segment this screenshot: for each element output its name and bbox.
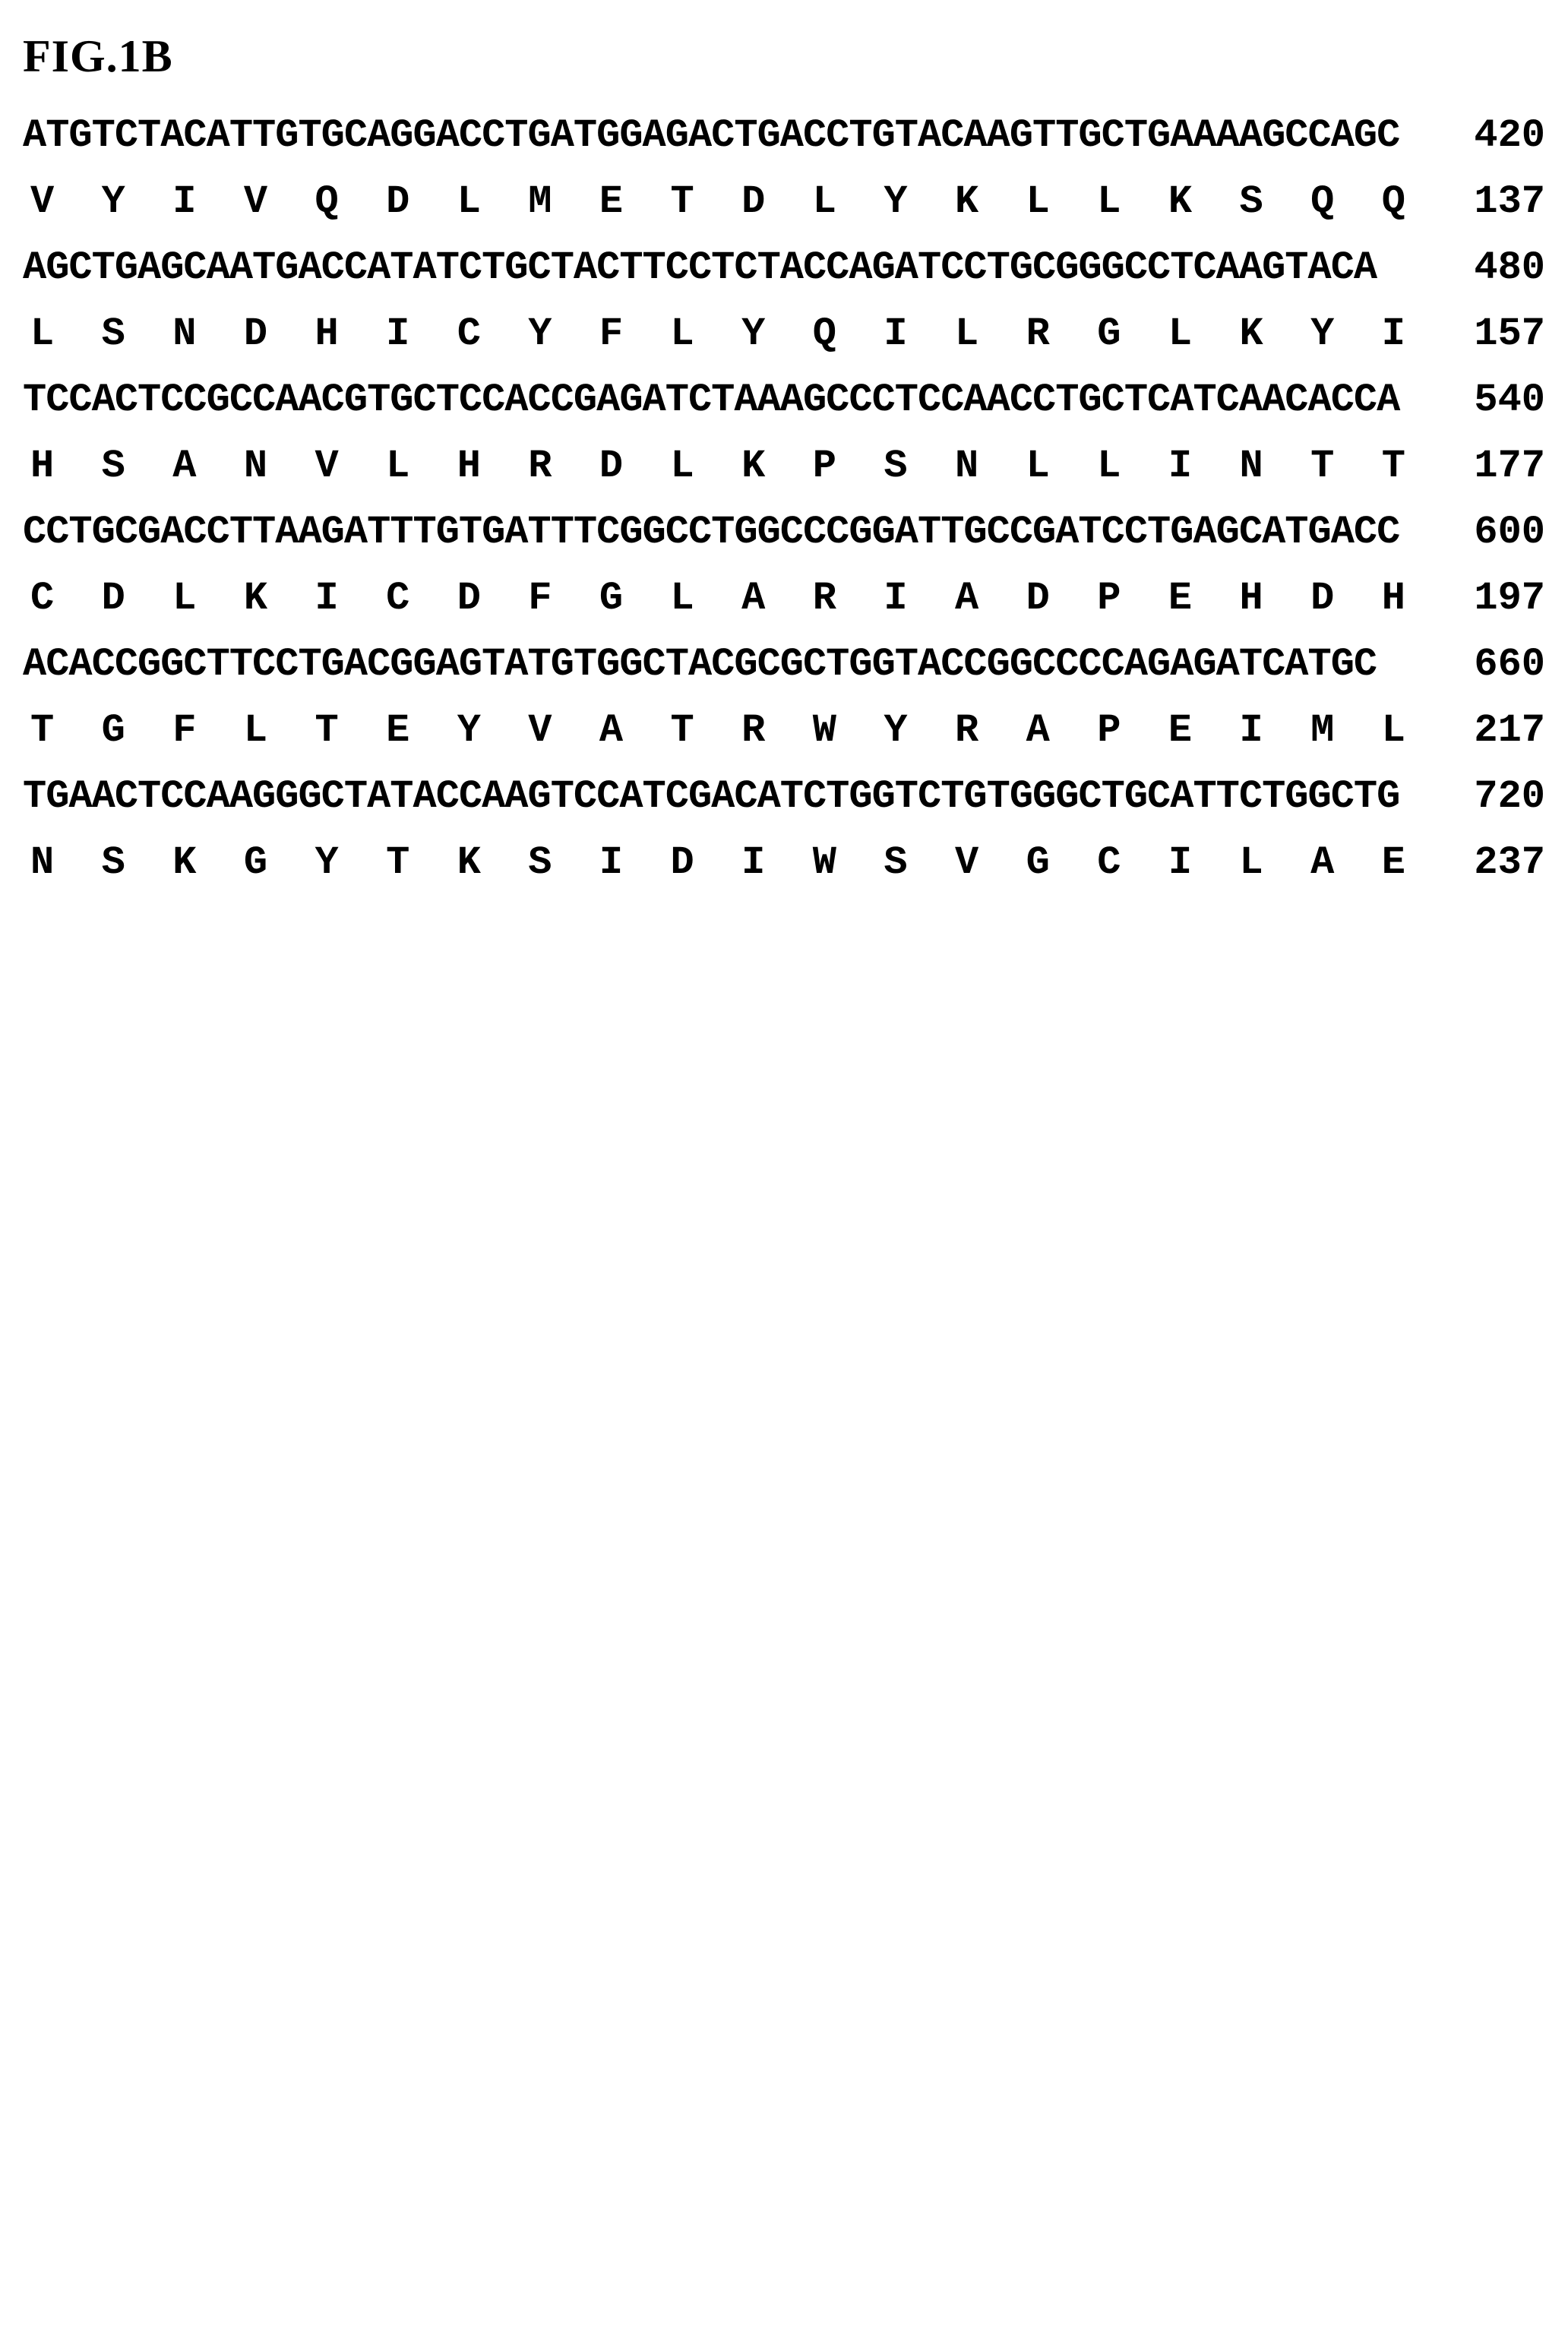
- position-number: 177: [1439, 444, 1545, 488]
- protein-sequence: N S K G Y T K S I D I W S V G C I L A E: [23, 840, 1405, 885]
- sequence-container: ATGTCTACATTGTGCAGGACCTGATGGAGACTGACCTGTA…: [23, 113, 1545, 885]
- protein-row: C D L K I C D F G L A R I A D P E H D H …: [23, 576, 1545, 621]
- nucleotide-row: ACACCGGCTTCCTGACGGAGTATGTGGCTACGCGCTGGTA…: [23, 642, 1545, 687]
- protein-sequence: T G F L T E Y V A T R W Y R A P E I M L: [23, 708, 1405, 753]
- nucleotide-sequence: AGCTGAGCAATGACCATATCTGCTACTTCCTCTACCAGAT…: [23, 245, 1377, 290]
- position-number: 197: [1439, 576, 1545, 621]
- position-number: 720: [1439, 774, 1545, 819]
- nucleotide-row: TCCACTCCGCCAACGTGCTCCACCGAGATCTAAAGCCCTC…: [23, 378, 1545, 422]
- protein-row: L S N D H I C Y F L Y Q I L R G L K Y I …: [23, 311, 1545, 356]
- nucleotide-sequence: TCCACTCCGCCAACGTGCTCCACCGAGATCTAAAGCCCTC…: [23, 378, 1399, 422]
- protein-row: H S A N V L H R D L K P S N L L I N T T …: [23, 444, 1545, 488]
- protein-row: N S K G Y T K S I D I W S V G C I L A E …: [23, 840, 1545, 885]
- figure-title: FIG.1B: [23, 30, 1545, 83]
- protein-row: V Y I V Q D L M E T D L Y K L L K S Q Q …: [23, 179, 1545, 224]
- position-number: 237: [1439, 840, 1545, 885]
- protein-sequence: V Y I V Q D L M E T D L Y K L L K S Q Q: [23, 179, 1405, 224]
- nucleotide-sequence: ATGTCTACATTGTGCAGGACCTGATGGAGACTGACCTGTA…: [23, 113, 1399, 158]
- protein-row: T G F L T E Y V A T R W Y R A P E I M L …: [23, 708, 1545, 753]
- position-number: 137: [1439, 179, 1545, 224]
- protein-sequence: H S A N V L H R D L K P S N L L I N T T: [23, 444, 1405, 488]
- position-number: 540: [1439, 378, 1545, 422]
- protein-sequence: C D L K I C D F G L A R I A D P E H D H: [23, 576, 1405, 621]
- nucleotide-sequence: TGAACTCCAAGGGCTATACCAAGTCCATCGACATCTGGTC…: [23, 774, 1399, 819]
- nucleotide-row: ATGTCTACATTGTGCAGGACCTGATGGAGACTGACCTGTA…: [23, 113, 1545, 158]
- protein-sequence: L S N D H I C Y F L Y Q I L R G L K Y I: [23, 311, 1405, 356]
- position-number: 480: [1439, 245, 1545, 290]
- position-number: 420: [1439, 113, 1545, 158]
- position-number: 157: [1439, 311, 1545, 356]
- position-number: 660: [1439, 642, 1545, 687]
- nucleotide-row: TGAACTCCAAGGGCTATACCAAGTCCATCGACATCTGGTC…: [23, 774, 1545, 819]
- nucleotide-row: CCTGCGACCTTAAGATTTGTGATTTCGGCCTGGCCCGGAT…: [23, 510, 1545, 555]
- position-number: 600: [1439, 510, 1545, 555]
- position-number: 217: [1439, 708, 1545, 753]
- nucleotide-sequence: ACACCGGCTTCCTGACGGAGTATGTGGCTACGCGCTGGTA…: [23, 642, 1377, 687]
- nucleotide-row: AGCTGAGCAATGACCATATCTGCTACTTCCTCTACCAGAT…: [23, 245, 1545, 290]
- nucleotide-sequence: CCTGCGACCTTAAGATTTGTGATTTCGGCCTGGCCCGGAT…: [23, 510, 1399, 555]
